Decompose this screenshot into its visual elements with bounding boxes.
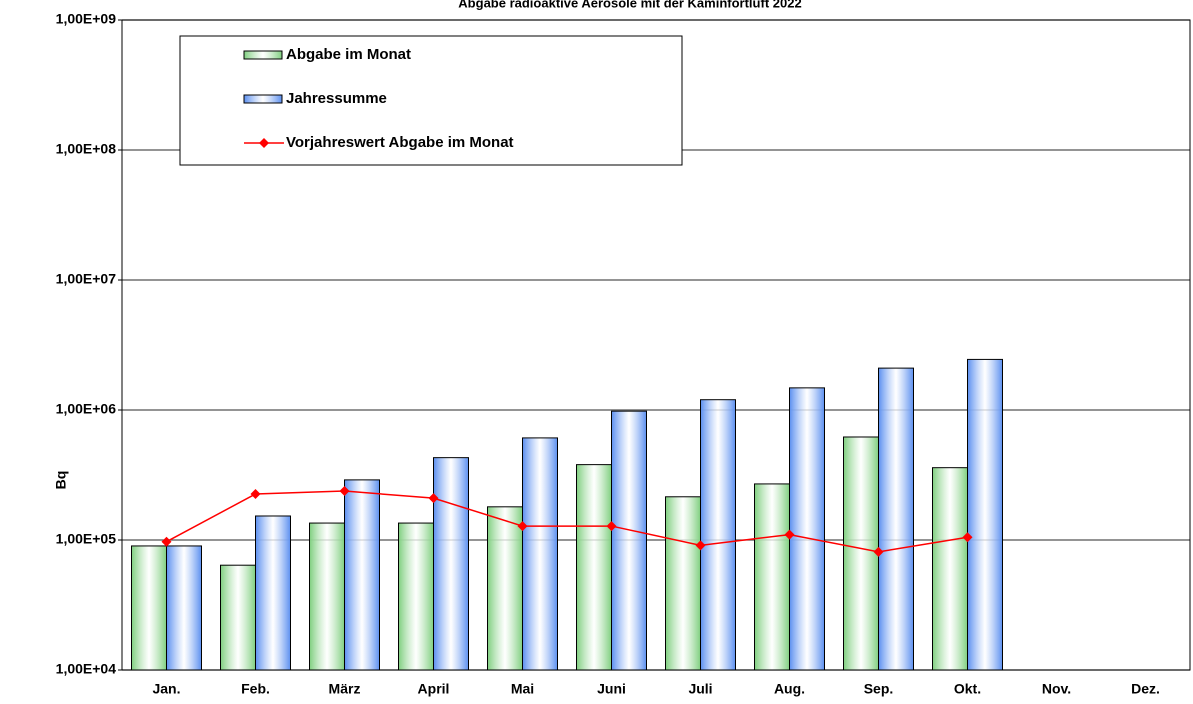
x-tick-label: Juli bbox=[688, 681, 712, 697]
bar bbox=[398, 522, 434, 671]
plot-border bbox=[121, 19, 1191, 671]
bar bbox=[843, 436, 879, 671]
x-tick-label: Mai bbox=[511, 681, 534, 697]
marker bbox=[873, 546, 884, 557]
marker bbox=[339, 486, 350, 497]
legend: Abgabe im Monat Jahressumme Vorjahreswert … bbox=[179, 35, 683, 166]
bar bbox=[131, 545, 167, 671]
y-tick-label: 1,00E+05 bbox=[56, 531, 117, 547]
legend-swatch bbox=[243, 50, 283, 60]
bar bbox=[932, 467, 968, 671]
marker bbox=[606, 521, 617, 532]
bar bbox=[522, 437, 558, 671]
bar bbox=[220, 564, 256, 671]
legend-label: Vorjahreswert Abgabe im Monat bbox=[286, 134, 514, 151]
marker bbox=[428, 493, 439, 504]
line bbox=[166, 490, 968, 553]
legend-label: Abgabe im Monat bbox=[286, 46, 411, 63]
bar bbox=[576, 464, 612, 671]
legend-label: Jahressumme bbox=[286, 90, 387, 107]
x-tick-label: Okt. bbox=[954, 681, 981, 697]
marker bbox=[695, 540, 706, 551]
bar bbox=[789, 387, 825, 671]
marker bbox=[962, 532, 973, 543]
bar bbox=[665, 496, 701, 671]
bar bbox=[487, 506, 523, 671]
y-tick-label: 1,00E+07 bbox=[56, 271, 117, 287]
bar bbox=[611, 410, 647, 671]
y-tick-label: 1,00E+06 bbox=[56, 401, 117, 417]
bar bbox=[967, 358, 1003, 671]
bar bbox=[433, 457, 469, 671]
x-tick-label: Jan. bbox=[152, 681, 180, 697]
bar bbox=[878, 367, 914, 671]
marker bbox=[784, 529, 795, 540]
bar bbox=[754, 483, 790, 671]
marker bbox=[250, 488, 261, 499]
bar bbox=[255, 515, 291, 671]
x-tick-label: März bbox=[329, 681, 361, 697]
marker bbox=[517, 521, 528, 532]
bar bbox=[700, 399, 736, 671]
x-tick-label: Dez. bbox=[1131, 681, 1160, 697]
y-tick-label: 1,00E+09 bbox=[56, 11, 117, 27]
y-axis-label: Bq bbox=[53, 471, 69, 490]
y-tick-label: 1,00E+04 bbox=[56, 661, 117, 677]
legend-marker bbox=[259, 138, 269, 148]
x-tick-label: Feb. bbox=[241, 681, 270, 697]
y-tick-label: 1,00E+08 bbox=[56, 141, 117, 157]
bar bbox=[309, 522, 345, 671]
plot-area: 1,00E+04 1,00E+05 1,00E+06 1,00E+07 1,00E+08… bbox=[56, 11, 1191, 697]
x-tick-label: Juni bbox=[597, 681, 626, 697]
marker bbox=[161, 536, 172, 547]
x-tick-label: April bbox=[418, 681, 450, 697]
bar bbox=[344, 479, 380, 671]
x-tick-label: Nov. bbox=[1042, 681, 1071, 697]
x-tick-label: Aug. bbox=[774, 681, 805, 697]
x-tick-label: Sep. bbox=[864, 681, 894, 697]
chart-title: Abgabe radioaktive Aerosole mit der Kami… bbox=[458, 0, 801, 10]
bar bbox=[166, 545, 202, 671]
legend-swatch bbox=[243, 94, 283, 104]
